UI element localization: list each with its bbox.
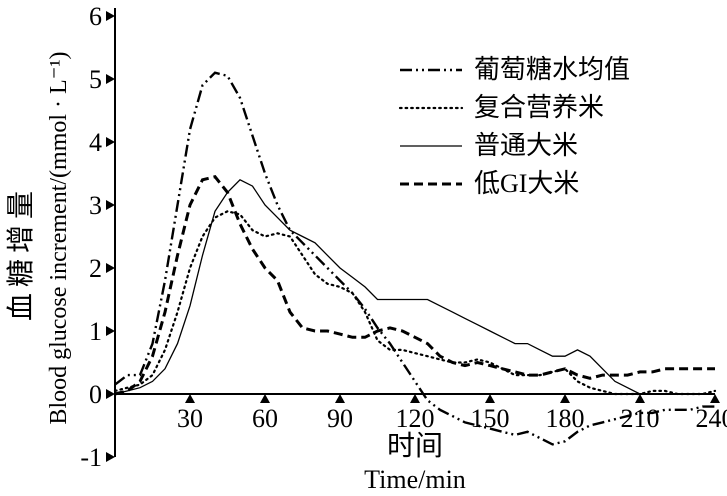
x-tick-mark xyxy=(410,394,420,403)
x-axis-label-en: Time/min xyxy=(364,465,466,494)
x-tick-label: 150 xyxy=(471,404,510,433)
legend-label-2: 普通大米 xyxy=(474,131,578,160)
x-tick-label: 90 xyxy=(327,404,353,433)
y-tick-label: 2 xyxy=(89,254,102,283)
x-tick-mark xyxy=(335,394,345,403)
y-tick-label: -1 xyxy=(80,443,102,472)
y-tick-mark xyxy=(106,452,115,462)
x-tick-label: 210 xyxy=(621,404,660,433)
x-tick-label: 30 xyxy=(177,404,203,433)
y-tick-mark xyxy=(106,389,115,399)
legend-label-0: 葡萄糖水均值 xyxy=(474,55,630,84)
x-tick-label: 60 xyxy=(252,404,278,433)
y-tick-label: 3 xyxy=(89,191,102,220)
y-tick-mark xyxy=(106,200,115,210)
series-line-3 xyxy=(114,175,715,396)
x-tick-mark xyxy=(560,394,570,403)
y-tick-label: 4 xyxy=(89,128,102,157)
x-tick-label: 120 xyxy=(396,404,435,433)
y-tick-mark xyxy=(106,11,115,21)
y-axis-label-cn: 血糖增量 xyxy=(5,185,37,321)
series-line-0 xyxy=(114,71,715,446)
x-tick-mark xyxy=(635,394,645,403)
y-axis-label-en: Blood glucose increment/(mmol · L⁻¹) xyxy=(46,51,72,424)
y-tick-label: 5 xyxy=(89,65,102,94)
legend-label-3: 低GI大米 xyxy=(474,169,579,198)
y-tick-mark xyxy=(106,74,115,84)
y-tick-mark xyxy=(106,137,115,147)
x-tick-mark xyxy=(260,394,270,403)
y-tick-label: 0 xyxy=(89,380,102,409)
x-tick-mark xyxy=(485,394,495,403)
x-tick-mark xyxy=(185,394,195,403)
y-tick-label: 6 xyxy=(89,2,102,31)
x-tick-label: 240 xyxy=(696,404,727,433)
y-tick-mark xyxy=(106,326,115,336)
x-axis-label-cn: 时间 xyxy=(387,430,443,462)
y-tick-label: 1 xyxy=(89,317,102,346)
x-tick-label: 180 xyxy=(546,404,585,433)
x-tick-mark xyxy=(710,394,720,403)
series-line-2 xyxy=(114,179,715,395)
y-tick-mark xyxy=(106,263,115,273)
series-line-1 xyxy=(113,210,717,396)
legend-label-1: 复合营养米 xyxy=(474,93,604,122)
